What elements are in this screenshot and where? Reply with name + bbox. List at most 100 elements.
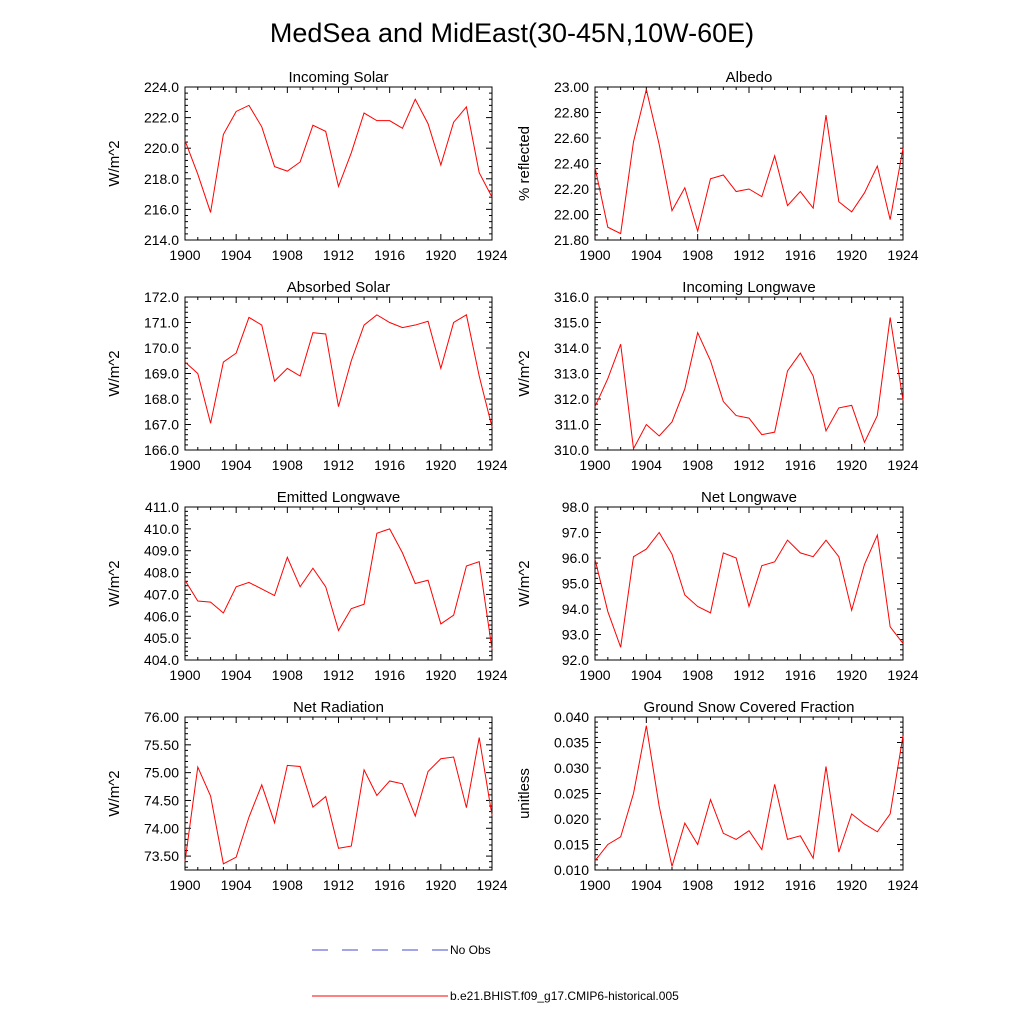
absorbed-solar-x-tick-label: 1912 (323, 457, 354, 473)
incoming-solar-x-tick-label: 1916 (374, 247, 405, 263)
net-radiation-series-line (184, 737, 493, 865)
net-radiation-y-tick-label: 76.00 (144, 709, 179, 725)
albedo-series-line (594, 89, 904, 235)
absorbed-solar-x-tick-label: 1920 (425, 457, 456, 473)
emitted-longwave-y-tick-label: 408.0 (144, 565, 179, 581)
ground-snow-covered-fraction-y-label: unitless (516, 768, 533, 819)
net-longwave-y-tick-label: 93.0 (562, 627, 589, 643)
absorbed-solar-y-tick-label: 171.0 (144, 315, 179, 331)
net-longwave-x-tick-label: 1916 (785, 667, 816, 683)
net-longwave-x-tick-label: 1912 (733, 667, 764, 683)
incoming-solar-y-tick-label: 220.0 (144, 140, 179, 156)
absorbed-solar-y-tick-label: 168.0 (144, 391, 179, 407)
absorbed-solar-frame (184, 296, 493, 451)
net-longwave-y-tick-label: 94.0 (562, 601, 589, 617)
incoming-solar-y-tick-label: 216.0 (144, 201, 179, 217)
albedo-y-label: % reflected (516, 126, 533, 201)
net-longwave-y-tick-label: 92.0 (562, 652, 589, 668)
emitted-longwave-y-tick-label: 409.0 (144, 543, 179, 559)
absorbed-solar-x-tick-label: 1900 (169, 457, 200, 473)
incoming-solar-frame (184, 86, 493, 241)
incoming-solar-x-tick-label: 1912 (323, 247, 354, 263)
emitted-longwave-series-line (184, 528, 493, 650)
absorbed-solar-x-tick-label: 1904 (221, 457, 252, 473)
emitted-longwave-y-label: W/m^2 (106, 560, 123, 606)
chart-net-radiation: 1900 1904 1908 1912 1916 1920 1924 73.50 74.00 74… (106, 699, 508, 893)
net-longwave-y-tick-label: 98.0 (562, 499, 589, 515)
ground-snow-covered-fraction-y-tick-label: 0.010 (554, 862, 589, 878)
chart-net-longwave: 1900 1904 1908 1912 1916 1920 1924 92.0 93.0 94.0… (516, 489, 919, 683)
incoming-solar-x-tick-label: 1920 (425, 247, 456, 263)
albedo-x-tick-label: 1920 (836, 247, 867, 263)
net-longwave-y-tick-label: 97.0 (562, 525, 589, 541)
incoming-longwave-x-tick-label: 1916 (785, 457, 816, 473)
absorbed-solar-y-tick-label: 172.0 (144, 289, 179, 305)
albedo-x-tick-label: 1904 (631, 247, 662, 263)
incoming-solar-series-line (184, 98, 493, 213)
ground-snow-covered-fraction-y-tick-label: 0.015 (554, 837, 589, 853)
incoming-longwave-x-tick-label: 1920 (836, 457, 867, 473)
chart-emitted-longwave: 1900 1904 1908 1912 1916 1920 1924 404.0 405.0 40… (106, 489, 508, 683)
figure-title: MedSea and MidEast(30-45N,10W-60E) (270, 18, 754, 48)
albedo-x-tick-label: 1924 (887, 247, 918, 263)
incoming-solar-x-tick-label: 1924 (476, 247, 507, 263)
absorbed-solar-y-label: W/m^2 (106, 350, 123, 396)
emitted-longwave-x-tick-label: 1908 (272, 667, 303, 683)
emitted-longwave-title: Emitted Longwave (277, 489, 400, 506)
chart-albedo: 1900 1904 1908 1912 1916 1920 1924 21.80 22.00 22… (516, 69, 919, 263)
net-longwave-y-tick-label: 96.0 (562, 550, 589, 566)
ground-snow-covered-fraction-y-tick-label: 0.030 (554, 760, 589, 776)
emitted-longwave-x-tick-label: 1900 (169, 667, 200, 683)
net-radiation-y-tick-label: 75.50 (144, 737, 179, 753)
incoming-solar-x-tick-label: 1904 (221, 247, 252, 263)
legend-obs-label: No Obs (450, 943, 491, 957)
chart-absorbed-solar: 1900 1904 1908 1912 1916 1920 1924 166.0 167.0 16… (106, 279, 508, 473)
albedo-y-tick-label: 22.20 (554, 181, 589, 197)
absorbed-solar-title: Absorbed Solar (287, 279, 390, 296)
incoming-longwave-y-tick-label: 315.0 (554, 315, 589, 331)
legend-model-label: b.e21.BHIST.f09_g17.CMIP6-historical.005 (450, 989, 679, 1003)
net-radiation-y-tick-label: 74.50 (144, 792, 179, 808)
emitted-longwave-y-tick-label: 411.0 (145, 499, 179, 515)
albedo-x-tick-label: 1916 (785, 247, 816, 263)
ground-snow-covered-fraction-x-tick-label: 1920 (836, 877, 867, 893)
net-radiation-x-tick-label: 1920 (425, 877, 456, 893)
absorbed-solar-series-line (184, 314, 493, 428)
albedo-x-tick-label: 1908 (682, 247, 713, 263)
albedo-y-tick-label: 22.60 (554, 130, 589, 146)
albedo-x-tick-label: 1900 (579, 247, 610, 263)
albedo-x-tick-label: 1912 (733, 247, 764, 263)
incoming-longwave-frame (594, 296, 904, 451)
incoming-longwave-x-tick-label: 1924 (887, 457, 918, 473)
emitted-longwave-x-tick-label: 1904 (221, 667, 252, 683)
absorbed-solar-y-tick-label: 169.0 (144, 366, 179, 382)
incoming-longwave-y-tick-label: 310.0 (554, 442, 589, 458)
ground-snow-covered-fraction-y-tick-label: 0.020 (554, 811, 589, 827)
emitted-longwave-x-tick-label: 1916 (374, 667, 405, 683)
net-longwave-title: Net Longwave (701, 489, 797, 506)
incoming-solar-y-tick-label: 224.0 (144, 79, 179, 95)
albedo-y-tick-label: 21.80 (554, 232, 589, 248)
net-radiation-x-tick-label: 1912 (323, 877, 354, 893)
incoming-longwave-title: Incoming Longwave (682, 279, 815, 296)
net-longwave-x-tick-label: 1908 (682, 667, 713, 683)
incoming-solar-x-tick-label: 1900 (169, 247, 200, 263)
absorbed-solar-x-tick-label: 1908 (272, 457, 303, 473)
incoming-longwave-x-tick-label: 1900 (579, 457, 610, 473)
incoming-longwave-series-line (594, 317, 904, 451)
incoming-solar-y-tick-label: 218.0 (144, 171, 179, 187)
net-longwave-series-line (594, 531, 904, 648)
incoming-solar-y-tick-label: 222.0 (144, 110, 179, 126)
incoming-solar-y-label: W/m^2 (106, 140, 123, 186)
net-longwave-x-tick-label: 1900 (579, 667, 610, 683)
net-radiation-y-tick-label: 73.50 (144, 848, 179, 864)
net-longwave-frame (594, 506, 904, 661)
albedo-title: Albedo (726, 69, 773, 86)
incoming-longwave-y-tick-label: 313.0 (554, 366, 589, 382)
absorbed-solar-x-tick-label: 1916 (374, 457, 405, 473)
albedo-y-tick-label: 22.80 (554, 105, 589, 121)
emitted-longwave-y-tick-label: 405.0 (144, 630, 179, 646)
net-radiation-y-label: W/m^2 (106, 770, 123, 816)
absorbed-solar-x-tick-label: 1924 (476, 457, 507, 473)
absorbed-solar-y-tick-label: 170.0 (144, 340, 179, 356)
